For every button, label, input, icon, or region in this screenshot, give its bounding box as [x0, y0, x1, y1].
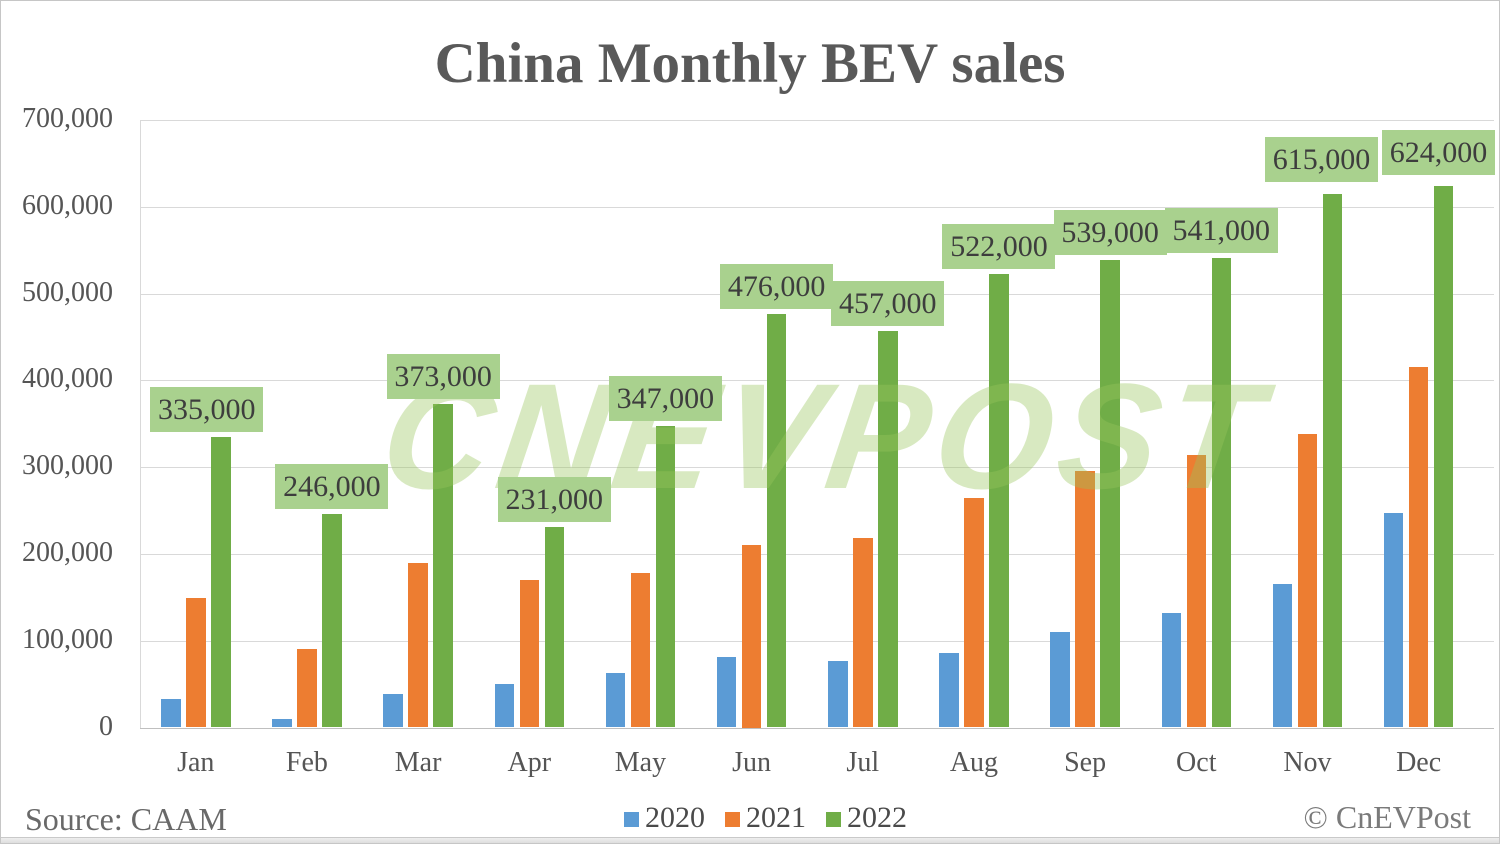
y-axis-line — [140, 120, 141, 728]
data-label-jun: 476,000 — [720, 264, 834, 310]
x-axis-label-jan: Jan — [177, 747, 215, 778]
bar-2022-oct — [1211, 257, 1232, 728]
y-tick-label: 400,000 — [22, 363, 113, 395]
data-label-sep: 539,000 — [1053, 209, 1167, 255]
bar-2020-oct — [1161, 612, 1182, 728]
gridline — [140, 206, 1494, 208]
data-label-jan: 335,000 — [150, 386, 264, 432]
data-label-feb: 246,000 — [275, 464, 389, 509]
gridline — [140, 553, 1494, 555]
bar-2021-jan — [186, 598, 206, 728]
data-label-oct: 541,000 — [1164, 207, 1278, 253]
x-axis-label-jun: Jun — [732, 747, 772, 778]
data-label-aug: 522,000 — [942, 224, 1056, 270]
bar-2022-jan — [211, 436, 231, 728]
gridline — [140, 120, 1494, 121]
y-tick-label: 0 — [99, 710, 113, 742]
bar-2020-mar — [383, 693, 403, 728]
bar-2021-feb — [297, 648, 317, 728]
data-label-may: 347,000 — [608, 376, 722, 422]
bar-2021-apr — [519, 579, 539, 728]
bar-2022-jun — [766, 314, 787, 728]
bar-2022-dec — [1433, 185, 1454, 728]
y-tick-label: 200,000 — [22, 536, 113, 568]
x-axis-label-aug: Aug — [949, 747, 999, 778]
bar-2020-may — [605, 672, 626, 728]
data-label-mar: 373,000 — [386, 353, 500, 399]
bar-2022-aug — [989, 274, 1009, 728]
bar-2022-may — [655, 426, 676, 728]
x-axis-label-dec: Dec — [1396, 747, 1442, 778]
legend-item-2022: 2022 — [826, 801, 907, 835]
x-axis-label-nov: Nov — [1283, 747, 1332, 778]
x-axis-label-apr: Apr — [507, 747, 552, 778]
bar-2020-apr — [494, 684, 514, 728]
bar-2020-aug — [939, 652, 959, 728]
x-axis-label-mar: Mar — [394, 747, 442, 778]
bar-2021-nov — [1297, 434, 1318, 728]
legend-swatch-2021-icon — [725, 812, 740, 827]
bar-2022-apr — [544, 527, 564, 728]
copyright-label: © CnEVPost — [1303, 799, 1471, 835]
x-axis-label-may: May — [614, 747, 667, 778]
window-bottom-edge — [1, 837, 1499, 843]
bar-2022-nov — [1322, 193, 1343, 728]
bar-2021-sep — [1075, 471, 1095, 728]
data-label-jul: 457,000 — [831, 280, 945, 326]
bar-2020-nov — [1272, 584, 1293, 728]
data-label-nov: 615,000 — [1264, 136, 1378, 182]
page-title: China Monthly BEV sales — [434, 32, 1066, 95]
data-label-dec: 624,000 — [1382, 129, 1495, 175]
bar-2021-dec — [1408, 367, 1429, 728]
x-axis-line — [140, 727, 1494, 729]
bar-2020-sep — [1050, 632, 1070, 728]
legend-swatch-2022-icon — [826, 812, 841, 827]
y-tick-label: 100,000 — [22, 623, 113, 655]
bar-2022-sep — [1100, 259, 1120, 728]
x-axis-label-oct: Oct — [1176, 747, 1217, 778]
bar-2021-jun — [741, 545, 762, 728]
chart-legend: 2020 2021 2022 — [624, 801, 907, 835]
bar-2020-jul — [828, 660, 848, 728]
bar-2020-dec — [1383, 513, 1404, 728]
legend-swatch-2020-icon — [624, 812, 639, 827]
y-tick-label: 500,000 — [22, 276, 113, 308]
bar-2022-mar — [433, 403, 453, 728]
gridline — [140, 467, 1494, 469]
gridline — [140, 640, 1494, 642]
legend-item-2021: 2021 — [725, 801, 806, 835]
bar-2021-jul — [853, 538, 873, 728]
legend-label-2022: 2022 — [847, 801, 907, 834]
y-tick-label: 700,000 — [22, 103, 113, 134]
x-axis-label-sep: Sep — [1064, 747, 1107, 778]
bar-2021-mar — [408, 563, 428, 728]
y-tick-label: 600,000 — [22, 189, 113, 221]
data-label-apr: 231,000 — [497, 477, 611, 523]
x-axis-label-jul: Jul — [846, 747, 880, 778]
legend-label-2020: 2020 — [645, 801, 705, 834]
legend-item-2020: 2020 — [624, 801, 705, 835]
bar-2022-feb — [322, 514, 342, 728]
y-tick-label: 300,000 — [22, 450, 113, 482]
bar-2021-oct — [1186, 454, 1207, 728]
bar-2020-feb — [272, 718, 292, 728]
x-axis-label-feb: Feb — [285, 747, 328, 778]
legend-label-2021: 2021 — [746, 801, 806, 834]
bar-2021-aug — [964, 498, 984, 728]
bar-2020-jan — [161, 698, 181, 728]
bar-2020-jun — [716, 657, 737, 728]
bar-2021-may — [630, 573, 651, 728]
bar-2022-jul — [878, 330, 898, 728]
gridline — [140, 380, 1494, 382]
source-label: Source: CAAM — [25, 801, 227, 837]
